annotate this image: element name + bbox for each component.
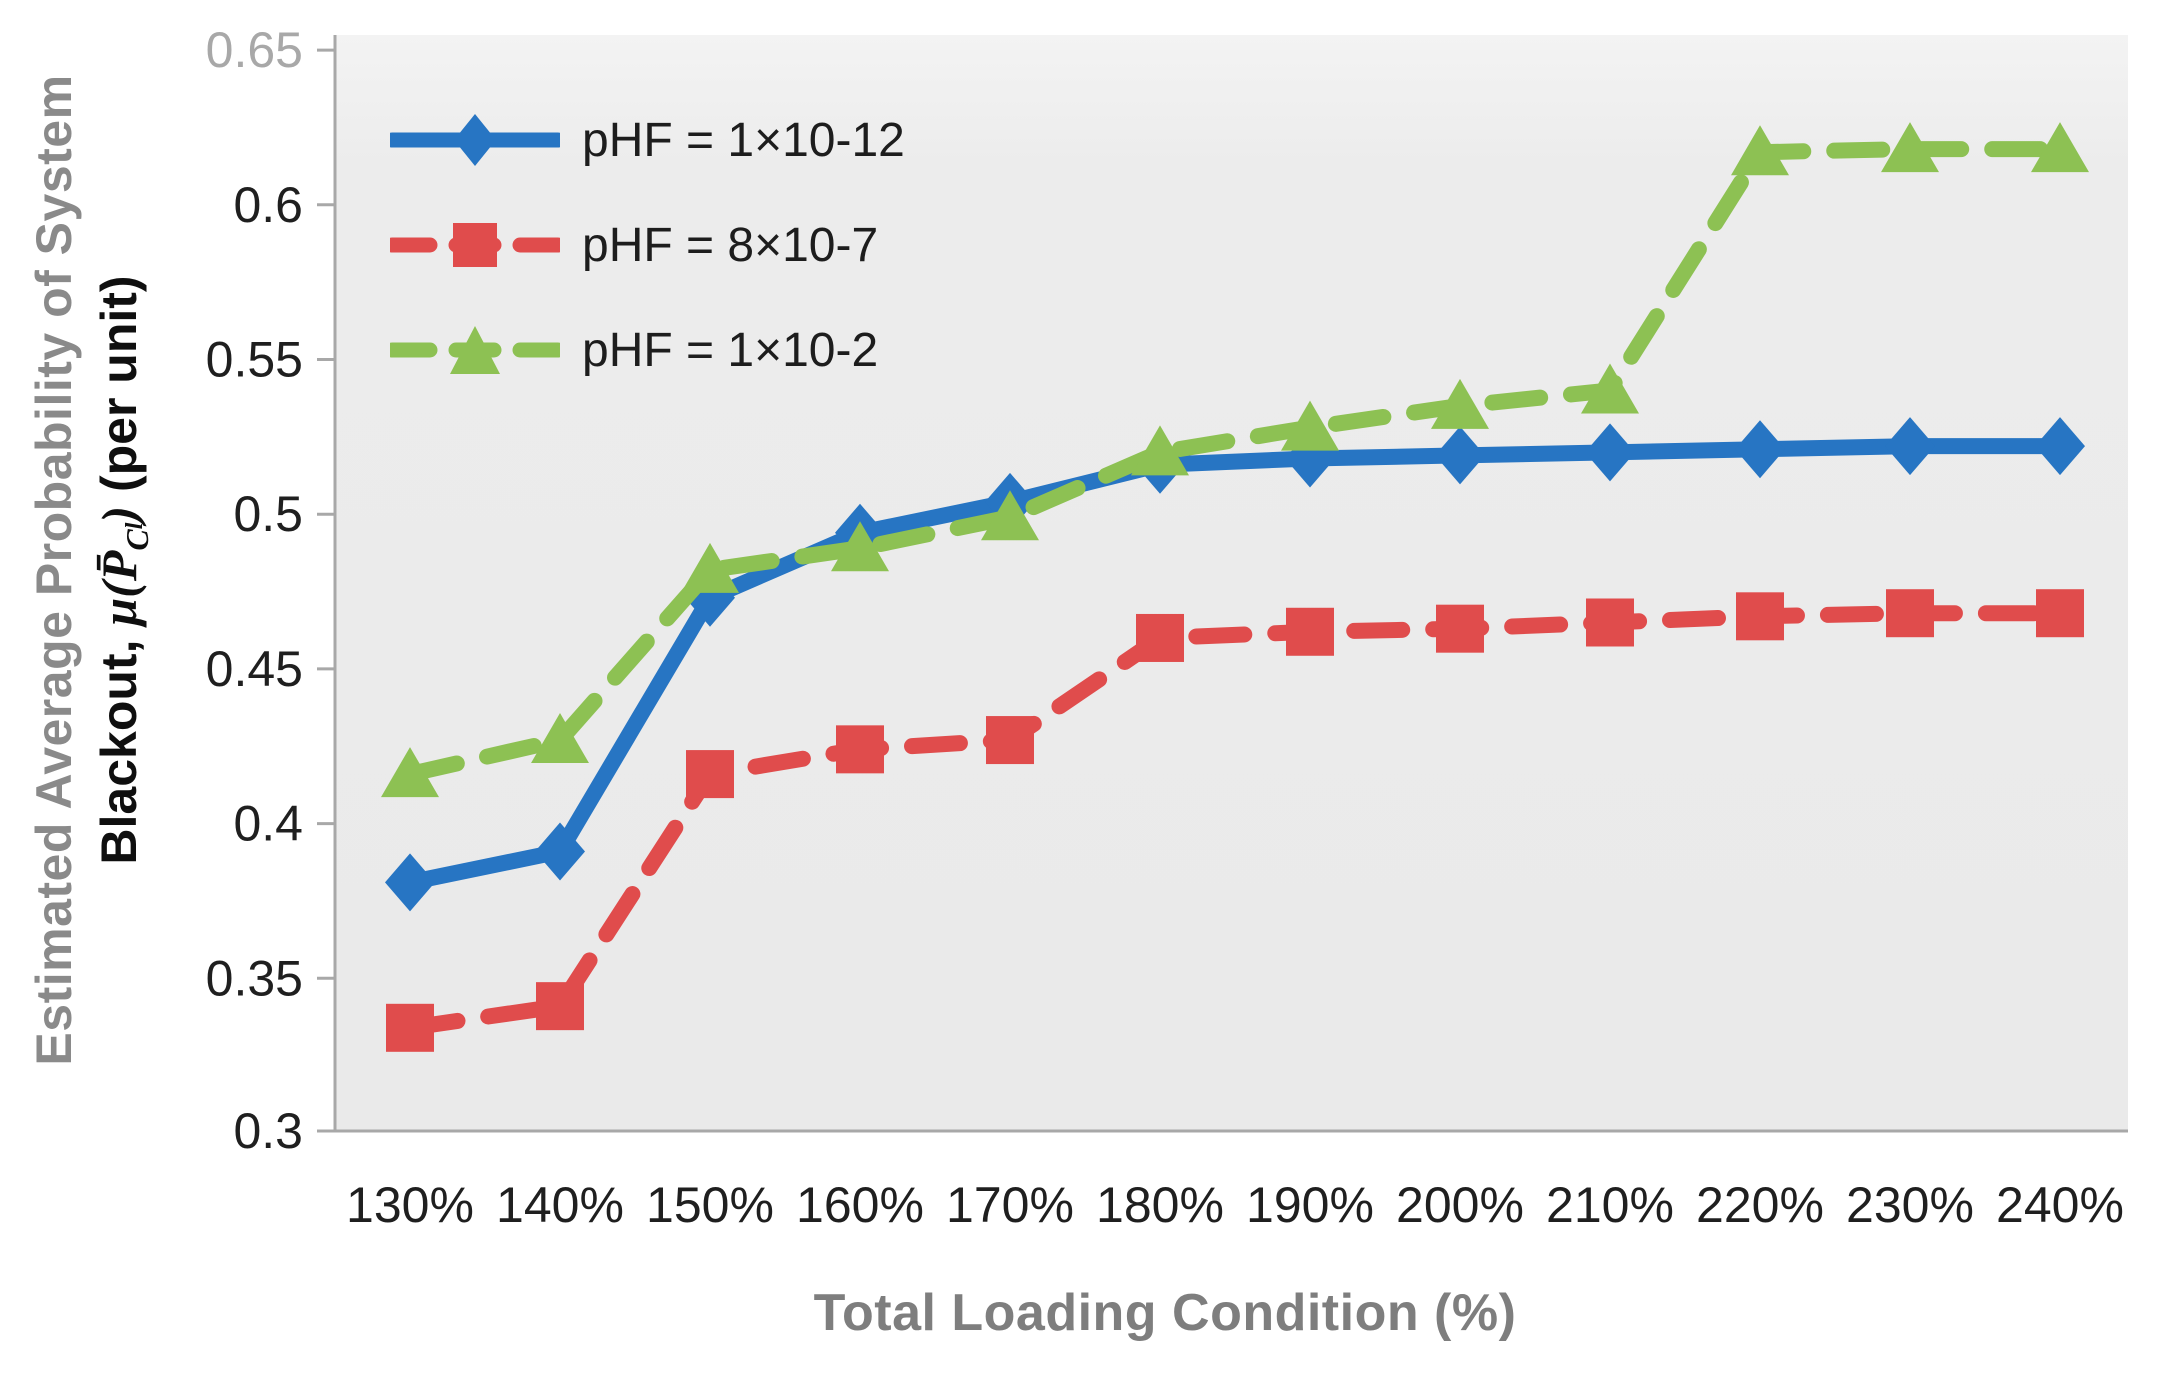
square-marker: [836, 725, 884, 774]
series-line: [402, 141, 2068, 783]
y-tick-label: 0.5: [233, 486, 303, 542]
square-marker: [986, 716, 1034, 765]
y-tick-label: 0.45: [206, 641, 303, 697]
diamond-marker: [535, 822, 585, 881]
square-marker: [1886, 589, 1934, 638]
y-axis-title-line2: Blackout, μ(P̄Cl) (per unit): [91, 275, 155, 865]
legend-item-phf-8e-7: pHF = 8×10-7: [390, 210, 905, 280]
series-line: [402, 438, 2068, 891]
triangle-marker: [981, 490, 1039, 541]
diamond-marker: [1735, 420, 1785, 479]
x-tick-label: 140%: [496, 1177, 624, 1233]
legend-swatch-dashed-line-square-icon: [390, 223, 560, 267]
subscript-c: C: [119, 529, 155, 551]
square-marker: [686, 750, 734, 799]
y-tick-label: 0.3: [233, 1103, 303, 1159]
x-tick-label: 200%: [1396, 1177, 1524, 1233]
triangle-marker: [681, 542, 739, 593]
square-marker: [536, 982, 584, 1031]
x-tick-label: 220%: [1696, 1177, 1824, 1233]
diamond-marker: [2035, 417, 2085, 476]
series-pHF=1×10-2: [381, 122, 2089, 798]
legend-label: pHF = 1×10-2: [582, 323, 879, 377]
subscript-l: l: [122, 522, 148, 530]
y-tick-label: 0.65: [206, 22, 303, 78]
y-tick-label: 0.6: [233, 177, 303, 233]
y-tick-label: 0.55: [206, 332, 303, 388]
legend-label: pHF = 8×10-7: [582, 218, 879, 272]
y-tick-label: 0.35: [206, 950, 303, 1006]
x-tick-label: 180%: [1096, 1177, 1224, 1233]
x-tick-label: 240%: [1996, 1177, 2124, 1233]
square-marker: [1286, 607, 1334, 656]
triangle-marker: [1281, 400, 1339, 451]
triangle-marker: [1431, 378, 1489, 429]
diamond-marker: [1885, 417, 1935, 476]
x-tick-label: 190%: [1246, 1177, 1374, 1233]
close-paren: ): [91, 505, 147, 523]
plot-area: [335, 35, 2128, 1131]
triangle-marker: [2031, 122, 2089, 173]
x-tick-label: 160%: [796, 1177, 924, 1233]
x-tick-label: 170%: [946, 1177, 1074, 1233]
diamond-marker: [1435, 426, 1485, 485]
diamond-marker: [1585, 423, 1635, 482]
x-tick-label: 130%: [346, 1177, 474, 1233]
square-marker: [386, 1003, 434, 1052]
square-marker: [1586, 598, 1634, 647]
x-tick-label: 150%: [646, 1177, 774, 1233]
chart-legend: pHF = 1×10-12 pHF = 8×10-7 pHF = 1×10-2: [390, 105, 905, 385]
triangle-marker: [381, 747, 439, 798]
legend-item-phf-1e-2: pHF = 1×10-2: [390, 315, 905, 385]
x-tick-label: 230%: [1846, 1177, 1974, 1233]
y-tick-label: 0.4: [233, 796, 303, 852]
triangle-marker: [1881, 122, 1939, 173]
legend-label: pHF = 1×10-12: [582, 113, 905, 167]
y-axis-title: Estimated Average Probability of System …: [22, 0, 162, 1145]
square-marker: [2036, 589, 2084, 638]
diamond-marker: [385, 853, 435, 912]
legend-swatch-dashed-line-triangle-icon: [390, 326, 560, 374]
series-pHF=8×10-7: [386, 589, 2084, 1052]
triangle-marker: [1131, 425, 1189, 476]
x-axis-title: Total Loading Condition (%): [813, 1284, 1517, 1342]
triangle-marker: [831, 521, 889, 572]
triangle-marker: [1731, 125, 1789, 176]
triangle-marker: [1581, 363, 1639, 414]
mu-symbol: μ(: [91, 581, 147, 626]
legend-swatch-solid-line-diamond-icon: [390, 114, 560, 166]
x-tick-label: 210%: [1546, 1177, 1674, 1233]
square-marker: [1136, 613, 1184, 662]
y-axis-title-line1: Estimated Average Probability of System: [26, 74, 82, 1066]
legend-item-phf-1e-12: pHF = 1×10-12: [390, 105, 905, 175]
square-marker: [1436, 604, 1484, 653]
triangle-marker: [531, 713, 589, 764]
series-line: [402, 605, 2068, 1036]
square-marker: [1736, 592, 1784, 641]
p-bar-symbol: P̄: [91, 550, 147, 582]
